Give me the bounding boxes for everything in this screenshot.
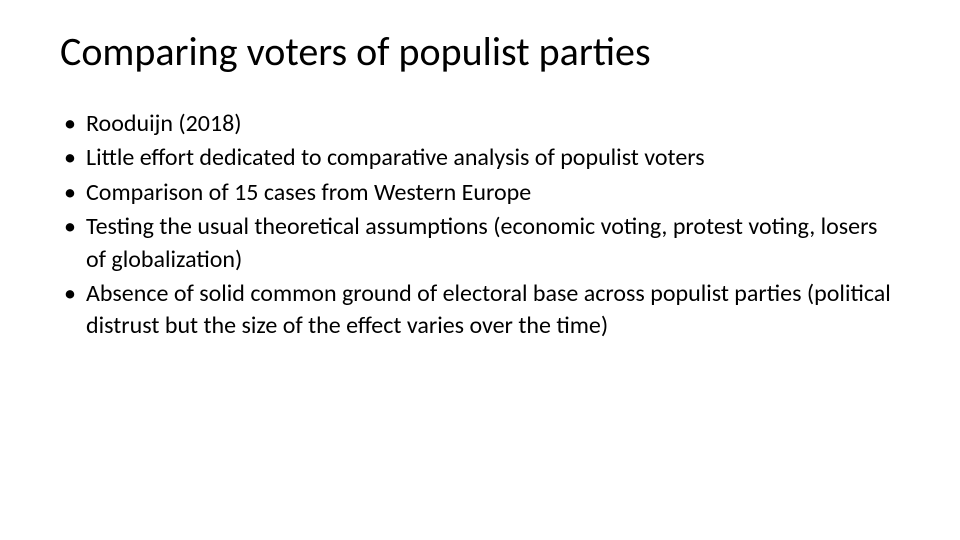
list-item: Comparison of 15 cases from Western Euro… — [60, 177, 900, 209]
slide-container: Comparing voters of populist parties Roo… — [0, 0, 960, 540]
slide-title: Comparing voters of populist parties — [60, 28, 900, 76]
list-item: Little effort dedicated to comparative a… — [60, 142, 900, 174]
list-item: Rooduijn (2018) — [60, 108, 900, 140]
list-item: Absence of solid common ground of electo… — [60, 278, 900, 343]
bullet-list: Rooduijn (2018) Little effort dedicated … — [60, 108, 900, 343]
list-item: Testing the usual theoretical assumption… — [60, 211, 900, 276]
